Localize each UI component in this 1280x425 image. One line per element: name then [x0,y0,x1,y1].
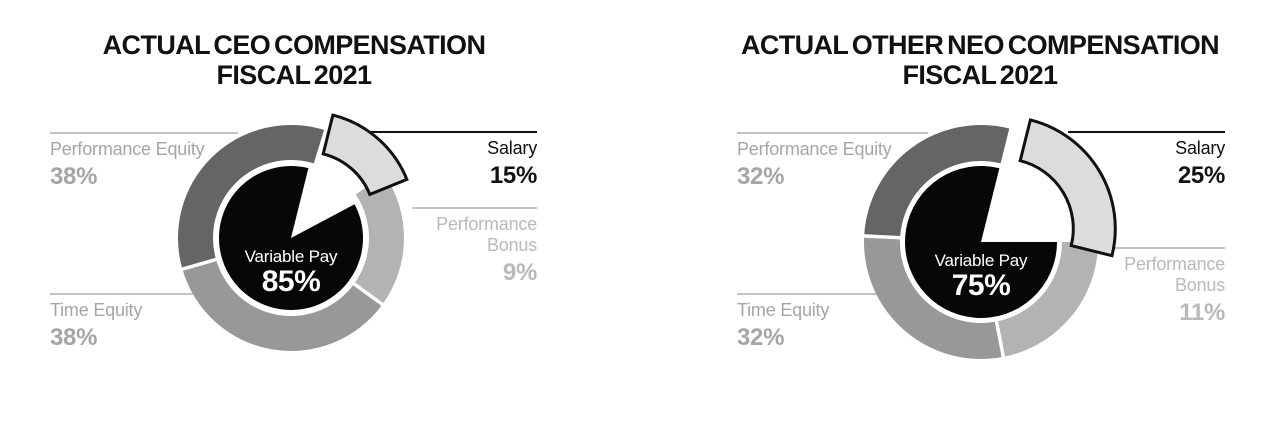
chart-title-line-2: FISCAL 2021 [902,60,1059,90]
callout-label: Time Equity [737,300,830,320]
variable-pay-pie [905,166,1057,319]
leader-line [1068,131,1225,133]
variable-pay-pie [218,166,363,311]
salary-slice-exploded [321,113,409,197]
leader-line [50,293,193,295]
callout-value: 38% [50,163,98,190]
leader-line [1100,247,1225,249]
callout-value: 38% [50,324,98,351]
callout-value: 11% [1179,299,1225,326]
leader-line [412,207,537,209]
ring-segment-performance-equity [864,125,1010,238]
callout-time-equity: Time Equity 38% [50,293,193,351]
ring-segment-time-equity [863,235,1004,359]
callout-salary: Salary 25% [1068,131,1225,189]
callout-salary: Salary 15% [368,131,537,189]
variable-pay-label: Variable Pay [244,247,338,266]
chart-title-line-1: ACTUAL OTHER NEO COMPENSATION [740,30,1220,60]
leader-line [737,132,928,134]
donut-chart-neo [863,118,1117,359]
salary-slice-exploded [1018,118,1117,258]
callout-label: Performance Equity [737,139,892,159]
callout-performance-bonus: Performance Bonus 11% [1100,247,1225,326]
chart-title: ACTUAL OTHER NEO COMPENSATION FISCAL 202… [730,30,1230,90]
callout-label: Performance Bonus [1124,254,1225,295]
callout-value: 15% [489,162,537,189]
segment-separator [180,257,219,272]
callout-label: Performance Bonus [436,214,537,255]
segment-separator [351,281,385,307]
ring-segment-performance-bonus [354,174,405,305]
callout-label: Time Equity [50,300,143,320]
ring-segment-performance-equity [178,125,325,270]
chart-title-line-2: FISCAL 2021 [216,60,373,90]
callout-value: 32% [737,163,785,190]
callout-value: 9% [502,259,537,286]
callout-performance-bonus: Performance Bonus 9% [412,207,537,286]
chart-title-line-1: ACTUAL CEO COMPENSATION [102,30,486,60]
chart-title: ACTUAL CEO COMPENSATION FISCAL 2021 [44,30,544,90]
variable-pay-value: 85% [261,265,321,298]
variable-pay-label: Variable Pay [934,251,1028,270]
callout-performance-equity: Performance Equity 38% [50,132,238,190]
segment-separator [994,319,1006,359]
leader-line [50,132,238,134]
callout-value: 25% [1177,162,1225,189]
segment-separator [863,234,903,240]
ring-segment-time-equity [182,259,383,351]
variable-pay-value: 75% [951,269,1011,302]
callout-time-equity: Time Equity 32% [737,293,878,351]
callout-label: Salary [1175,138,1225,158]
variable-pay-callout: Variable Pay 75% [891,251,1071,301]
callout-label: Performance Equity [50,139,205,159]
callout-value: 32% [737,324,785,351]
variable-pay-callout: Variable Pay 85% [201,247,381,297]
callout-performance-equity: Performance Equity 32% [737,132,928,190]
ring-segment-performance-bonus [996,242,1098,357]
neo-compensation-chart: ACTUAL OTHER NEO COMPENSATION FISCAL 202… [640,0,1280,425]
leader-line [737,293,878,295]
donut-chart-ceo [178,113,409,351]
leader-line [368,131,537,133]
callout-label: Salary [487,138,537,158]
ceo-compensation-chart: ACTUAL CEO COMPENSATION FISCAL 2021 Perf… [44,30,544,351]
